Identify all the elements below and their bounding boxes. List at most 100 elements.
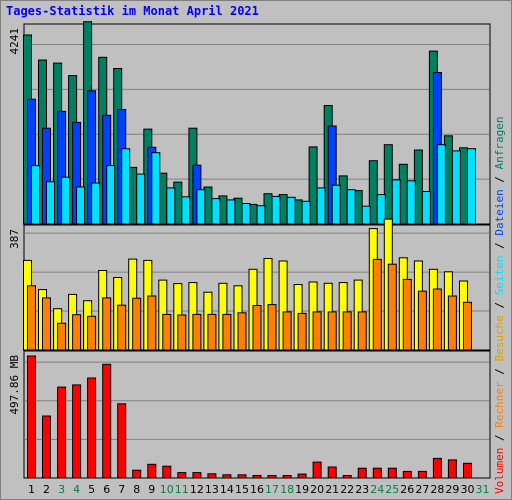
day-label-21: 21 (325, 483, 339, 496)
bar-seiten-day-21 (331, 184, 341, 225)
bar-seiten-day-12 (196, 189, 206, 225)
bar-volumen-day-1 (27, 355, 36, 479)
bar-volumen-day-22 (342, 475, 352, 479)
bar-seiten-day-27 (421, 191, 431, 225)
bar-volumen-day-7 (117, 403, 127, 479)
bar-seiten-day-18 (286, 196, 296, 225)
bar-seiten-day-11 (181, 196, 191, 225)
bar-volumen-day-4 (72, 384, 82, 479)
bar-rechner-day-14 (222, 313, 232, 351)
bar-volumen-day-16 (252, 475, 262, 479)
day-label-12: 12 (190, 483, 204, 496)
bar-volumen-day-27 (417, 470, 427, 479)
day-label-20: 20 (310, 483, 324, 496)
bar-volumen-day-17 (267, 475, 277, 479)
day-label-6: 6 (103, 483, 110, 496)
day-label-26: 26 (400, 483, 414, 496)
bar-volumen-day-24 (372, 467, 382, 479)
bar-seiten-day-4 (76, 186, 86, 225)
bar-volumen-day-21 (327, 466, 337, 479)
bar-rechner-day-3 (57, 322, 67, 351)
bar-rechner-day-28 (432, 288, 442, 351)
bar-rechner-day-22 (342, 311, 352, 351)
bar-rechner-day-9 (147, 295, 157, 351)
bar-seiten-day-20 (316, 187, 326, 225)
day-label-13: 13 (205, 483, 219, 496)
bar-volumen-day-10 (162, 465, 172, 479)
bar-rechner-day-4 (72, 314, 82, 351)
bar-rechner-day-7 (117, 304, 127, 351)
day-label-27: 27 (415, 483, 429, 496)
bar-seiten-day-16 (256, 205, 266, 225)
legend-separator: / (493, 295, 506, 315)
bar-volumen-day-6 (102, 363, 112, 479)
bar-seiten-day-25 (391, 179, 401, 225)
bar-volumen-day-19 (297, 473, 307, 479)
bar-rechner-day-6 (102, 297, 112, 351)
bar-volumen-day-12 (192, 472, 202, 479)
day-label-2: 2 (43, 483, 50, 496)
bar-rechner-day-1 (27, 285, 36, 351)
bar-rechner-day-21 (327, 311, 337, 351)
day-label-7: 7 (118, 483, 125, 496)
legend-anfragen: Anfragen (493, 116, 506, 169)
plot-area-volume (23, 350, 491, 479)
bar-volumen-day-3 (57, 386, 67, 479)
day-label-30: 30 (461, 483, 475, 496)
bar-rechner-day-18 (282, 311, 292, 351)
legend-separator: / (493, 428, 506, 448)
legend-separator: / (493, 236, 506, 256)
legend-volumen: Volumen (493, 448, 506, 494)
bar-seiten-day-3 (61, 176, 71, 225)
page-title: Tages-Statistik im Monat April 2021 (6, 4, 259, 18)
bar-seiten-day-2 (46, 181, 55, 225)
bar-seiten-day-7 (121, 148, 131, 225)
bar-rechner-day-29 (447, 295, 457, 351)
bar-seiten-day-6 (106, 165, 116, 225)
bar-rechner-day-13 (207, 313, 217, 351)
day-label-25: 25 (385, 483, 399, 496)
bar-volumen-day-28 (432, 457, 442, 479)
bar-rechner-day-19 (297, 312, 307, 351)
ymax-label-hits-files-pages: 4241 (8, 28, 21, 55)
bar-anfragen-day-24 (368, 160, 378, 225)
bar-rechner-day-23 (357, 311, 367, 351)
day-label-29: 29 (445, 483, 459, 496)
bar-seiten-day-8 (136, 173, 146, 225)
day-label-15: 15 (235, 483, 249, 496)
day-label-10: 10 (160, 483, 174, 496)
bar-volumen-day-11 (177, 472, 187, 479)
bar-volumen-day-26 (402, 470, 412, 479)
bar-volumen-day-8 (132, 469, 142, 479)
day-label-23: 23 (355, 483, 369, 496)
bar-rechner-day-16 (252, 305, 262, 351)
bar-seiten-day-24 (376, 194, 386, 225)
day-label-17: 17 (265, 483, 279, 496)
legend-dateien: Dateien (493, 189, 506, 235)
day-label-4: 4 (73, 483, 80, 496)
legend-rechner: Rechner (493, 381, 506, 428)
day-label-24: 24 (370, 483, 384, 496)
bar-volumen-day-9 (147, 463, 157, 479)
bar-volumen-day-18 (282, 475, 292, 479)
bar-rechner-day-12 (192, 313, 202, 351)
legend-besuche: Besuche (493, 315, 506, 361)
bar-volumen-day-2 (42, 415, 51, 479)
day-label-31: 31 (476, 483, 490, 496)
day-label-8: 8 (133, 483, 140, 496)
day-label-19: 19 (295, 483, 309, 496)
bar-volumen-day-20 (312, 461, 322, 479)
day-label-11: 11 (175, 483, 189, 496)
bar-seiten-day-19 (301, 200, 311, 225)
legend-seiten: Seiten (493, 256, 506, 296)
bar-seiten-day-1 (31, 165, 40, 225)
bar-rechner-day-5 (87, 315, 97, 351)
legend-separator: / (493, 169, 506, 189)
bar-volumen-day-13 (207, 473, 217, 479)
day-label-22: 22 (340, 483, 354, 496)
day-label-14: 14 (220, 483, 234, 496)
bar-anfragen-day-20 (308, 146, 318, 225)
bar-seiten-day-14 (226, 199, 236, 225)
bar-rechner-day-11 (177, 314, 187, 351)
bar-seiten-day-10 (166, 187, 176, 225)
